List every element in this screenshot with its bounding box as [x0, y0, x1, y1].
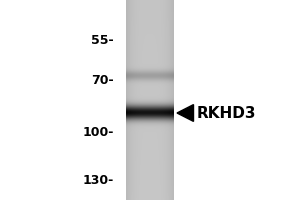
Bar: [174, 0, 300, 200]
Text: 70-: 70-: [92, 73, 114, 86]
Text: 100-: 100-: [82, 126, 114, 138]
Text: 55-: 55-: [92, 33, 114, 46]
Text: RKHD3: RKHD3: [196, 106, 256, 120]
Text: 130-: 130-: [83, 173, 114, 186]
Bar: [0, 0, 126, 200]
Polygon shape: [177, 105, 194, 121]
